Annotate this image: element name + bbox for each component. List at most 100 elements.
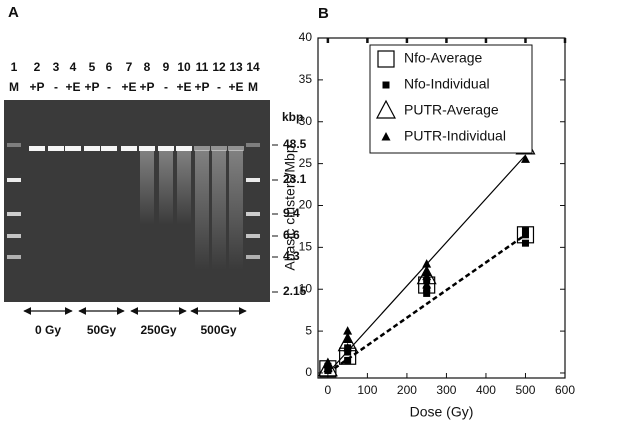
legend-label: Nfo-Average (404, 50, 483, 66)
gel-band (7, 212, 21, 216)
lane-number: 5 (89, 60, 96, 74)
gel-band (7, 143, 21, 147)
dose-label: 0 Gy (35, 323, 61, 337)
lane-label: +P (139, 80, 154, 94)
lane-label: - (164, 80, 168, 94)
lane-label: M (9, 80, 19, 94)
y-tick-label: 30 (299, 114, 313, 128)
x-tick-label: 400 (476, 383, 496, 397)
gel-band (101, 146, 117, 151)
size-label: 4.3 (283, 249, 300, 263)
lane-number: 4 (70, 60, 77, 74)
size-label: 9.4 (283, 206, 300, 220)
marker-square (344, 348, 352, 356)
lane-label: M (248, 80, 258, 94)
gel-band (228, 146, 244, 151)
marker-square-open (377, 50, 395, 68)
y-tick-label: 15 (299, 240, 313, 254)
lane-label: - (217, 80, 221, 94)
marker-triangle (323, 359, 333, 369)
gel-band (246, 178, 260, 182)
lane-label: +P (29, 80, 44, 94)
marker-triangle (422, 259, 432, 268)
lane-number: 1 (11, 60, 18, 74)
y-tick-label: 0 (305, 365, 312, 379)
gel-band (48, 146, 64, 151)
marker-square (521, 231, 529, 239)
size-label: 2.15 (283, 284, 307, 298)
gel-band (176, 146, 192, 151)
size-label: 48.5 (283, 137, 307, 151)
gel-band (246, 234, 260, 238)
gel-smear (140, 150, 154, 225)
legend-label: PUTR-Average (404, 102, 499, 118)
x-tick-label: 0 (325, 383, 332, 397)
marker-square (423, 289, 431, 297)
marker-triangle (422, 267, 432, 276)
lane-number: 10 (177, 60, 191, 74)
gel-smear (195, 150, 209, 270)
size-unit: kbp (282, 110, 303, 124)
gel-smear (177, 150, 191, 225)
dose-label: 250Gy (140, 323, 176, 337)
x-axis-label: Dose (Gy) (410, 404, 474, 420)
x-tick-label: 200 (397, 383, 417, 397)
lane-number: 6 (106, 60, 113, 74)
gel-band (7, 178, 21, 182)
y-tick-label: 20 (299, 198, 313, 212)
lane-label: +P (84, 80, 99, 94)
x-tick-label: 500 (515, 383, 535, 397)
x-tick-label: 300 (436, 383, 456, 397)
marker-square (344, 356, 352, 364)
size-label: 6.6 (283, 228, 300, 242)
gel-smear (159, 150, 173, 225)
marker-square (521, 239, 529, 247)
lane-number: 2 (34, 60, 41, 74)
x-tick-label: 100 (357, 383, 377, 397)
lane-label: +P (194, 80, 209, 94)
y-tick-label: 5 (305, 323, 312, 337)
gel-band (65, 146, 81, 151)
marker-triangle (381, 132, 391, 141)
y-tick-label: 35 (299, 72, 313, 86)
lane-label: +E (176, 80, 191, 94)
gel-band (121, 146, 137, 151)
lane-label: +E (65, 80, 80, 94)
size-label: 23.1 (283, 172, 307, 186)
x-tick-label: 600 (555, 383, 575, 397)
plot-frame (317, 37, 566, 379)
gel-bands (7, 143, 260, 270)
gel-smear (212, 150, 226, 270)
gel-band (246, 143, 260, 147)
marker-square (423, 285, 431, 293)
lane-label: - (54, 80, 58, 94)
lane-number: 13 (229, 60, 243, 74)
marker-triangle (422, 280, 432, 289)
lane-number: 11 (196, 60, 209, 74)
gel-band (211, 146, 227, 151)
gel-band (246, 212, 260, 216)
marker-triangle-open (376, 99, 396, 119)
lane-number: 8 (144, 60, 151, 74)
lane-number: 3 (53, 60, 60, 74)
lane-number: 7 (126, 60, 133, 74)
panel-a-labels: 1M2+P3-4+E5+P6-7+E8+P9-10+E11+P12-13+E14… (9, 60, 307, 337)
gel-band (84, 146, 100, 151)
gel-band (139, 146, 155, 151)
lane-number: 14 (246, 60, 260, 74)
panel-label: B (318, 5, 329, 22)
lane-label: +E (228, 80, 243, 94)
y-tick-label: 25 (299, 156, 313, 170)
gel-band (29, 146, 45, 151)
marker-triangle-open (317, 357, 338, 377)
marker-triangle (343, 334, 353, 343)
y-axis-label: Abasic clusters/Mbp (282, 145, 298, 270)
gel-smear (229, 150, 243, 270)
marker-triangle (343, 326, 353, 335)
dose-label: 500Gy (200, 323, 236, 337)
y-tick-label: 40 (299, 30, 313, 44)
lane-number: 9 (163, 60, 170, 74)
panel-label: A (8, 4, 19, 21)
legend-label: PUTR-Individual (404, 128, 506, 144)
